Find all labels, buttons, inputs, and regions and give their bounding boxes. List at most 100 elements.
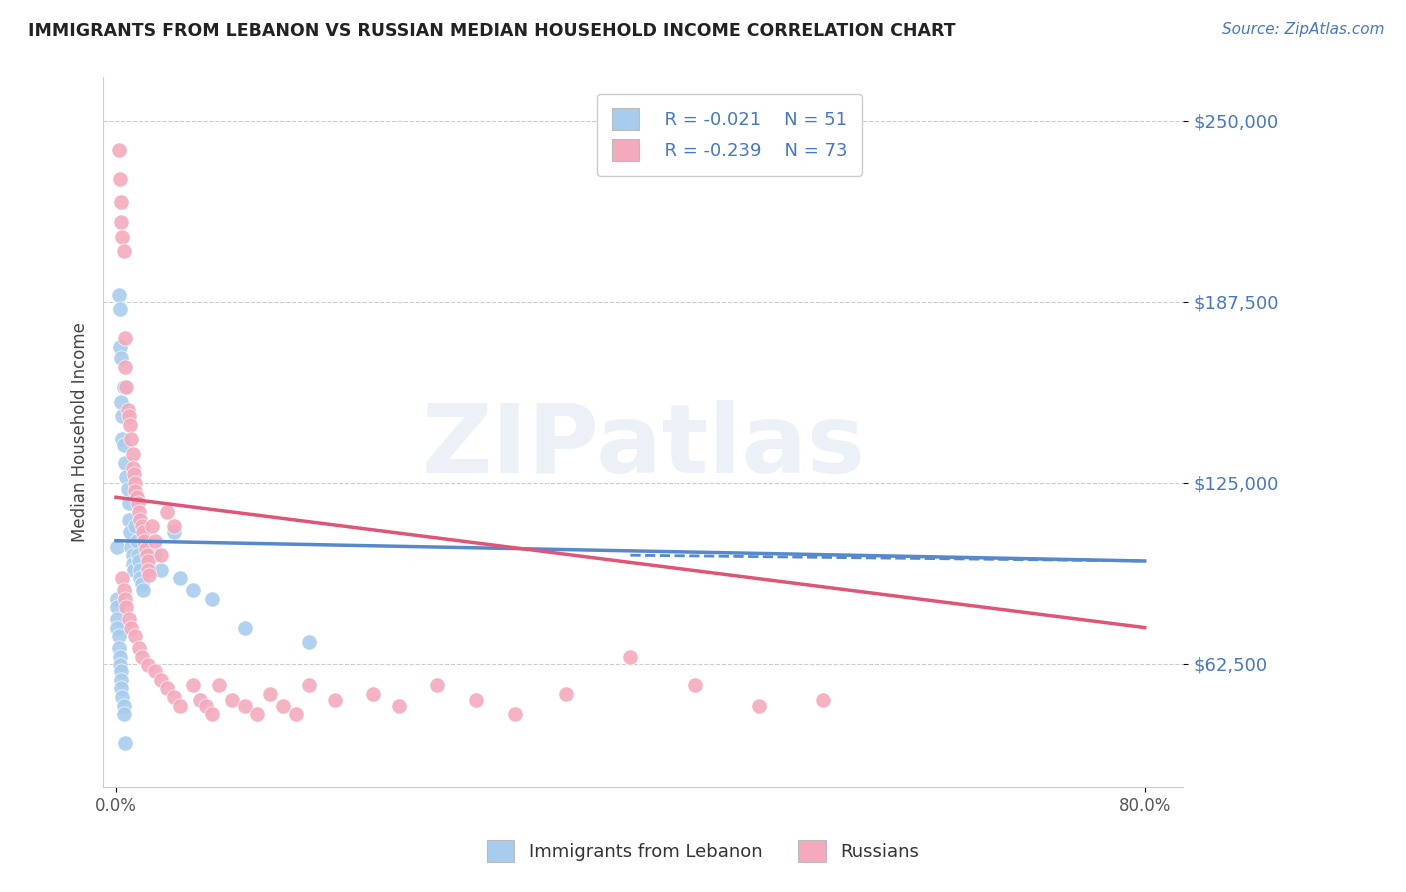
Point [112, 438, 135, 452]
Point [108, 649, 131, 664]
Point [136, 658, 159, 673]
Point [195, 698, 218, 713]
Point [127, 496, 149, 510]
Point [132, 524, 155, 539]
Point [748, 698, 770, 713]
Point [108, 340, 131, 354]
Point [143, 664, 166, 678]
Point [683, 678, 706, 692]
Point [813, 693, 835, 707]
Point [156, 505, 179, 519]
Point [150, 548, 173, 562]
Point [138, 568, 160, 582]
Point [141, 519, 163, 533]
Point [120, 524, 142, 539]
Point [120, 433, 142, 447]
Point [110, 394, 132, 409]
Point [619, 649, 641, 664]
Point [105, 591, 128, 606]
Point [118, 513, 141, 527]
Point [124, 475, 146, 490]
Point [117, 403, 139, 417]
Point [110, 215, 132, 229]
Point [181, 678, 204, 692]
Point [136, 563, 159, 577]
Point [201, 591, 224, 606]
Point [121, 557, 143, 571]
Point [163, 524, 186, 539]
Point [233, 698, 256, 713]
Point [169, 571, 191, 585]
Point [131, 577, 153, 591]
Point [208, 678, 231, 692]
Point [156, 681, 179, 696]
Y-axis label: Median Household Income: Median Household Income [72, 322, 89, 542]
Point [323, 693, 346, 707]
Point [107, 640, 129, 655]
Point [188, 693, 211, 707]
Point [555, 687, 578, 701]
Point [107, 629, 129, 643]
Point [110, 681, 132, 696]
Point [150, 673, 173, 687]
Point [125, 490, 148, 504]
Text: Source: ZipAtlas.com: Source: ZipAtlas.com [1222, 22, 1385, 37]
Point [112, 582, 135, 597]
Point [298, 635, 321, 649]
Point [465, 693, 488, 707]
Point [111, 409, 134, 424]
Text: IMMIGRANTS FROM LEBANON VS RUSSIAN MEDIAN HOUSEHOLD INCOME CORRELATION CHART: IMMIGRANTS FROM LEBANON VS RUSSIAN MEDIA… [28, 22, 956, 40]
Point [110, 673, 132, 687]
Point [118, 409, 141, 424]
Point [163, 519, 186, 533]
Point [111, 433, 134, 447]
Point [110, 664, 132, 678]
Point [114, 359, 136, 374]
Point [121, 548, 143, 562]
Point [114, 736, 136, 750]
Point [112, 698, 135, 713]
Point [115, 470, 138, 484]
Point [128, 505, 150, 519]
Point [388, 698, 411, 713]
Point [115, 380, 138, 394]
Point [105, 540, 128, 554]
Legend: Immigrants from Lebanon, Russians: Immigrants from Lebanon, Russians [479, 833, 927, 870]
Point [112, 244, 135, 259]
Point [233, 621, 256, 635]
Point [111, 571, 134, 585]
Point [426, 678, 449, 692]
Point [285, 707, 308, 722]
Point [134, 533, 156, 548]
Point [136, 554, 159, 568]
Point [115, 600, 138, 615]
Point [122, 563, 145, 577]
Point [124, 519, 146, 533]
Point [246, 707, 269, 722]
Point [128, 640, 150, 655]
Point [118, 496, 141, 510]
Point [112, 707, 135, 722]
Point [110, 351, 132, 366]
Point [105, 600, 128, 615]
Point [143, 548, 166, 562]
Point [111, 229, 134, 244]
Point [163, 690, 186, 704]
Point [135, 548, 157, 562]
Point [112, 380, 135, 394]
Point [143, 533, 166, 548]
Point [132, 582, 155, 597]
Point [135, 542, 157, 557]
Point [503, 707, 526, 722]
Point [111, 690, 134, 704]
Point [271, 698, 294, 713]
Point [114, 591, 136, 606]
Point [124, 629, 146, 643]
Point [124, 484, 146, 499]
Point [129, 563, 152, 577]
Point [120, 417, 142, 432]
Point [121, 461, 143, 475]
Point [125, 533, 148, 548]
Point [127, 548, 149, 562]
Point [108, 658, 131, 673]
